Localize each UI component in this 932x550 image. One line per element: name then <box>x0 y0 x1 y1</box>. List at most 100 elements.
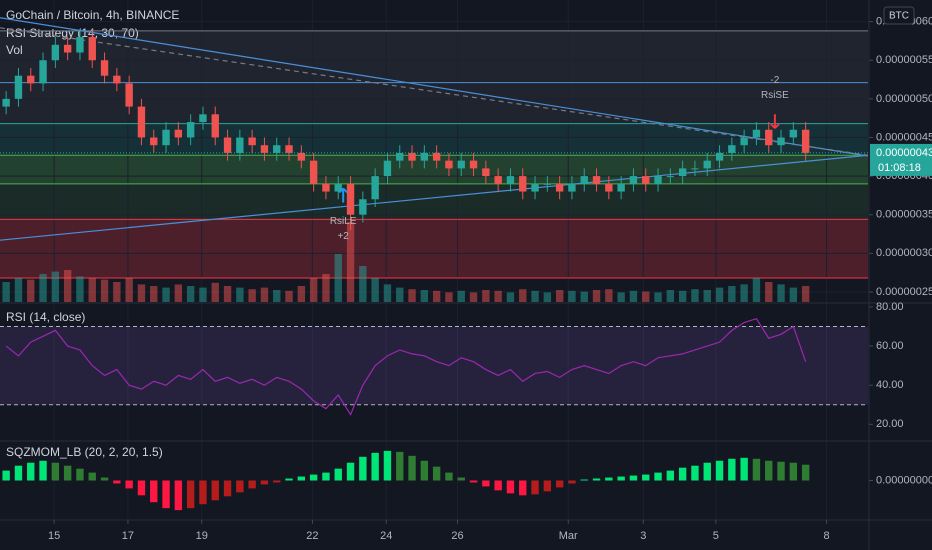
candle-body <box>420 152 429 161</box>
momentum-bar <box>51 462 60 481</box>
volume-bar <box>113 282 121 302</box>
y-tick-label: 0.00000025 <box>876 286 932 298</box>
momentum-bar <box>482 480 490 487</box>
trend-line <box>0 27 869 156</box>
candle-body <box>186 122 195 138</box>
momentum-bar <box>580 479 588 481</box>
candle-body <box>531 183 539 192</box>
candle-body <box>211 114 219 138</box>
candle-body <box>469 160 478 169</box>
x-tick-label: 24 <box>380 530 392 542</box>
volume-bar <box>100 279 109 302</box>
volume-bar <box>51 271 60 302</box>
candle-body <box>408 152 416 161</box>
volume-bar <box>236 287 244 302</box>
momentum-bar <box>174 480 183 511</box>
volume-bar <box>309 278 318 302</box>
x-tick-label: 8 <box>823 530 829 542</box>
signal-arrow <box>338 187 348 203</box>
momentum-bar <box>678 467 687 481</box>
candle-body <box>740 137 748 146</box>
momentum-bar <box>322 472 330 481</box>
volume-bar <box>162 287 170 302</box>
x-tick-label: Mar <box>559 530 578 542</box>
momentum-bar <box>555 480 564 488</box>
momentum-bar <box>334 468 342 481</box>
momentum-bar <box>752 458 761 481</box>
volume-bar <box>248 289 256 302</box>
volume-bar <box>14 278 23 302</box>
currency-label[interactable]: BTC <box>889 11 909 22</box>
candle-body <box>359 199 367 215</box>
volume-bar <box>408 289 416 302</box>
volume-bar <box>580 291 588 302</box>
rsi-line <box>5 317 807 416</box>
momentum-bar <box>642 474 650 481</box>
candle-body <box>580 176 588 184</box>
candle-body <box>51 44 60 61</box>
momentum-bar <box>211 480 219 501</box>
momentum-bar <box>76 468 84 481</box>
momentum-bar <box>715 460 724 481</box>
momentum-bar <box>457 477 465 481</box>
candle-body <box>629 176 638 184</box>
candle-body <box>76 37 84 53</box>
candle-body <box>728 145 736 153</box>
volume-bar <box>457 290 465 302</box>
volume-bar <box>88 278 96 302</box>
volume-bar <box>346 222 355 302</box>
momentum-bar <box>789 462 798 481</box>
candle-body <box>752 129 761 138</box>
candle-body <box>223 137 232 153</box>
y-tick-label: 80.00 <box>876 301 904 313</box>
legend-entry: Vol <box>6 43 23 57</box>
momentum-bar <box>39 460 47 481</box>
last-price-box <box>870 143 932 176</box>
volume-bar <box>137 284 146 302</box>
volume-bar <box>629 290 638 302</box>
signal-arrow <box>770 114 780 129</box>
currency-button <box>883 6 915 25</box>
candle-body <box>371 176 379 200</box>
y-tick-label: 40.00 <box>876 379 904 391</box>
volume-bar <box>174 284 183 302</box>
candle-body <box>519 176 527 192</box>
last-price-label: 0.00000043 <box>876 147 932 159</box>
candle-body <box>445 160 453 169</box>
volume-bar <box>150 286 158 302</box>
volume-bar <box>506 292 515 302</box>
x-tick-label: 17 <box>122 530 134 542</box>
candle-body <box>346 183 355 215</box>
momentum-bar <box>605 477 613 481</box>
momentum-bar <box>137 480 146 496</box>
volume-bar <box>765 282 773 302</box>
momentum-bar <box>285 478 293 481</box>
candle-body <box>715 152 724 161</box>
x-tick-label: 3 <box>640 530 646 542</box>
y-tick-label: 0.00000055 <box>876 54 932 66</box>
candle-body <box>199 114 207 123</box>
candle-body <box>691 168 699 170</box>
volume-bar <box>494 290 502 302</box>
signal-qty: -2 <box>770 75 779 86</box>
momentum-bar <box>383 450 392 481</box>
candle-body <box>383 160 392 177</box>
momentum-bar <box>519 480 527 496</box>
candle-body <box>642 176 650 184</box>
candle-body <box>457 160 465 169</box>
rsi-band <box>0 326 868 405</box>
candle-body <box>322 183 330 192</box>
volume-bar <box>432 290 441 302</box>
momentum-bar <box>63 465 72 481</box>
y-tick-label: 0.00000000 <box>876 474 932 486</box>
x-tick-label: 22 <box>306 530 318 542</box>
momentum-bar <box>420 460 429 481</box>
momentum-bar <box>777 461 785 481</box>
volume-bar <box>740 284 748 302</box>
y-tick-label: 0.00000030 <box>876 247 932 259</box>
candle-body <box>605 183 613 192</box>
volume-bar <box>777 284 785 302</box>
candle-body <box>555 183 564 192</box>
momentum-bar <box>100 477 109 481</box>
